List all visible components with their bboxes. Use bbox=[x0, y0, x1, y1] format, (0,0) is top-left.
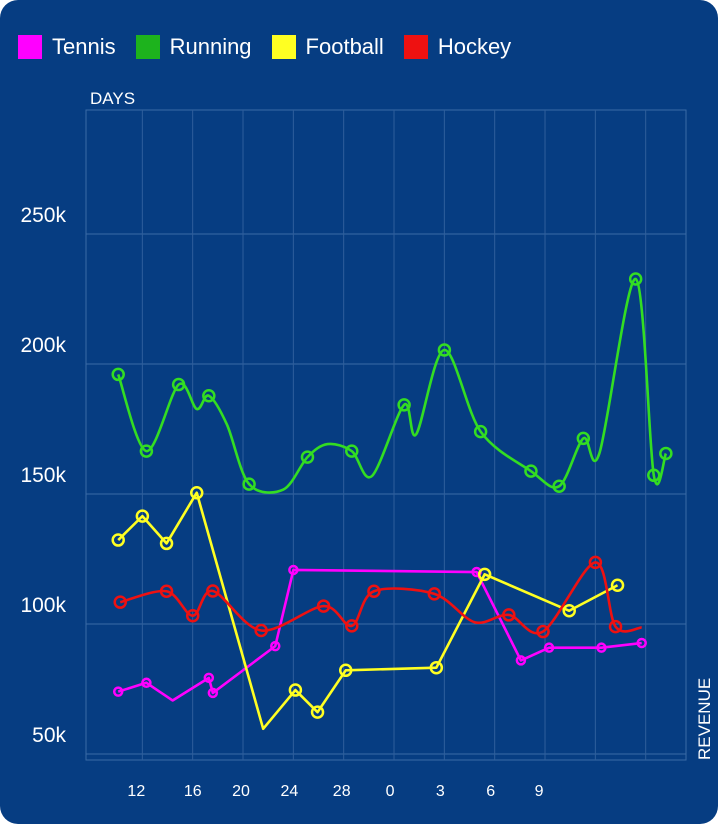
series-line-running bbox=[116, 277, 668, 494]
series-hockey bbox=[113, 555, 642, 639]
data-point-tennis[interactable] bbox=[515, 655, 527, 666]
series-line-hockey bbox=[119, 561, 642, 635]
data-point-tennis[interactable] bbox=[596, 642, 607, 653]
data-point-football[interactable] bbox=[477, 567, 492, 582]
x-tick-label: 9 bbox=[535, 783, 544, 800]
data-point-hockey[interactable] bbox=[113, 595, 127, 609]
data-point-hockey[interactable] bbox=[206, 584, 220, 598]
data-point-tennis[interactable] bbox=[141, 677, 152, 689]
data-point-running[interactable] bbox=[437, 343, 452, 357]
legend: Tennis Running Football Hockey bbox=[18, 30, 531, 64]
data-point-hockey[interactable] bbox=[588, 555, 603, 570]
data-point-running[interactable] bbox=[242, 477, 256, 491]
data-point-running[interactable] bbox=[202, 388, 216, 403]
data-point-hockey[interactable] bbox=[345, 619, 359, 633]
data-point-hockey[interactable] bbox=[254, 623, 268, 638]
x-tick-label: 24 bbox=[280, 783, 298, 800]
data-point-hockey[interactable] bbox=[502, 608, 516, 622]
data-point-football[interactable] bbox=[310, 705, 325, 719]
legend-item-tennis[interactable]: Tennis bbox=[18, 34, 116, 60]
data-point-tennis[interactable] bbox=[112, 686, 124, 697]
grid bbox=[85, 109, 687, 761]
data-point-hockey[interactable] bbox=[159, 584, 174, 599]
data-point-football[interactable] bbox=[189, 485, 204, 500]
data-point-running[interactable] bbox=[473, 424, 488, 439]
data-point-running[interactable] bbox=[171, 377, 186, 392]
data-point-running[interactable] bbox=[300, 450, 315, 464]
legend-label-football: Football bbox=[305, 34, 384, 59]
y-tick-label: 50k bbox=[32, 724, 66, 747]
data-point-hockey[interactable] bbox=[185, 608, 200, 623]
x-tick-label: 6 bbox=[486, 783, 495, 800]
data-point-tennis[interactable] bbox=[270, 640, 281, 652]
data-point-running[interactable] bbox=[524, 464, 538, 478]
legend-label-hockey: Hockey bbox=[437, 34, 512, 59]
data-point-tennis[interactable] bbox=[207, 687, 219, 699]
y-tick-label: 100k bbox=[20, 594, 66, 617]
data-point-football[interactable] bbox=[338, 663, 353, 678]
x-axis-title: DAYS bbox=[90, 89, 135, 108]
data-point-hockey[interactable] bbox=[427, 587, 442, 601]
data-point-running[interactable] bbox=[139, 444, 154, 458]
legend-label-running: Running bbox=[169, 34, 252, 59]
data-point-hockey[interactable] bbox=[536, 624, 550, 639]
data-point-hockey[interactable] bbox=[608, 619, 623, 634]
data-point-tennis[interactable] bbox=[543, 642, 555, 653]
data-point-running[interactable] bbox=[659, 446, 673, 461]
legend-item-hockey[interactable]: Hockey bbox=[403, 34, 512, 60]
x-tick-label: 16 bbox=[184, 783, 202, 800]
y-tick-label: 250k bbox=[20, 204, 66, 227]
plot-frame bbox=[85, 109, 687, 761]
legend-swatch-tennis bbox=[18, 35, 42, 59]
data-point-hockey[interactable] bbox=[367, 584, 381, 599]
x-tick-label: 12 bbox=[127, 783, 145, 800]
data-point-running[interactable] bbox=[397, 398, 411, 412]
data-point-football[interactable] bbox=[562, 604, 576, 618]
data-point-hockey[interactable] bbox=[316, 599, 331, 613]
legend-item-running[interactable]: Running bbox=[135, 34, 252, 60]
series-running bbox=[111, 272, 673, 494]
x-tick-label: 20 bbox=[232, 783, 250, 800]
data-point-tennis[interactable] bbox=[203, 672, 215, 684]
data-point-tennis[interactable] bbox=[288, 564, 299, 576]
data-point-running[interactable] bbox=[345, 444, 359, 458]
series-layer bbox=[111, 272, 673, 731]
data-point-tennis[interactable] bbox=[636, 637, 647, 649]
y-tick-label: 200k bbox=[20, 334, 66, 357]
x-tick-label: 0 bbox=[386, 783, 395, 800]
data-point-running[interactable] bbox=[111, 367, 125, 382]
data-point-football[interactable] bbox=[111, 533, 125, 547]
data-point-running[interactable] bbox=[552, 479, 566, 493]
data-point-running[interactable] bbox=[576, 431, 591, 446]
legend-label-tennis: Tennis bbox=[52, 34, 116, 59]
data-point-football[interactable] bbox=[135, 509, 150, 523]
data-point-football[interactable] bbox=[610, 578, 625, 593]
series-line-tennis bbox=[117, 568, 642, 702]
x-tick-label: 3 bbox=[436, 783, 445, 800]
data-point-running[interactable] bbox=[647, 468, 661, 483]
legend-swatch-football bbox=[271, 35, 296, 59]
data-point-football[interactable] bbox=[159, 536, 174, 551]
y-tick-label: 150k bbox=[20, 464, 66, 487]
legend-item-football[interactable]: Football bbox=[271, 34, 384, 60]
x-tick-label: 28 bbox=[333, 783, 351, 800]
legend-swatch-running bbox=[135, 35, 160, 59]
axis-labels: DAYS REVENUE 50k 100k 150k 200k 250k 12 16 20 24… bbox=[20, 89, 714, 800]
series-tennis bbox=[112, 564, 647, 702]
series-football bbox=[111, 485, 625, 731]
data-point-football[interactable] bbox=[288, 683, 303, 697]
data-point-football[interactable] bbox=[429, 660, 444, 675]
legend-swatch-hockey bbox=[403, 35, 428, 59]
data-point-running[interactable] bbox=[628, 272, 643, 286]
y-axis-title: REVENUE bbox=[695, 678, 714, 760]
